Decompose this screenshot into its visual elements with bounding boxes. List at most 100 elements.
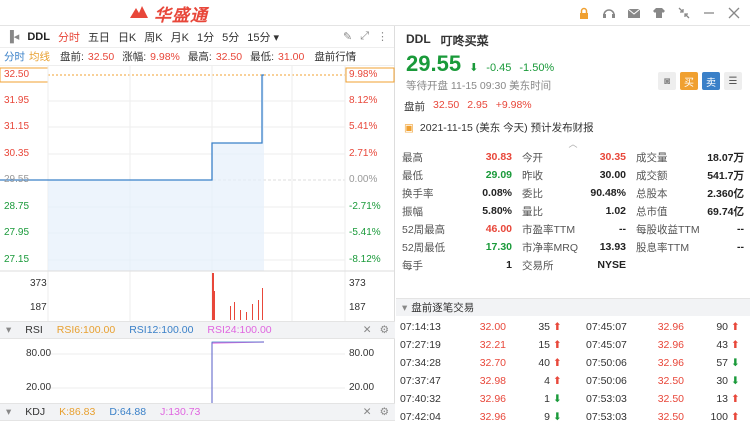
lock-icon[interactable] (576, 5, 592, 21)
price-change: -0.45 (486, 62, 512, 74)
premarket-quote-link[interactable]: 盘前行情 (314, 51, 357, 63)
kdj-settings-icon[interactable]: ⚙ (379, 406, 389, 418)
rsi-y-top: 80.00 (26, 348, 52, 359)
trade-volume: 30 (716, 375, 728, 387)
y-right-7: -8.12% (349, 254, 381, 265)
trade-time: 07:50:06 (586, 375, 627, 387)
stat-value: -- (737, 223, 744, 235)
kdj-k: K:86.83 (59, 406, 96, 418)
trades-header[interactable]: ▾ 盘前逐笔交易 (396, 298, 750, 316)
trade-price: 32.96 (479, 393, 506, 405)
stats-row: 振幅 5.80% 量比 1.02 总市值 69.74亿 (396, 202, 750, 220)
tab-5min[interactable]: 5分 (222, 31, 240, 44)
y-right-4: 0.00% (349, 174, 378, 185)
trade-price: 32.96 (657, 339, 684, 351)
arrow-up-icon: ⬆ (553, 357, 562, 369)
alert-icon[interactable]: ◙ (658, 72, 676, 90)
premarket-label: 盘前 (404, 101, 425, 113)
shirt-icon[interactable] (651, 5, 667, 21)
sidebar-toggle-icon[interactable]: ▐◂ (6, 31, 20, 43)
trade-time: 07:53:03 (586, 393, 627, 405)
mail-icon[interactable] (626, 5, 642, 21)
minimize-icon[interactable] (701, 5, 717, 21)
stat-value: 29.09 (485, 169, 512, 181)
tab-weekly[interactable]: 周K (144, 31, 163, 44)
stat-value: 0.08% (482, 187, 512, 199)
headset-icon[interactable] (601, 5, 617, 21)
arrow-up-icon: ⬆ (731, 411, 740, 423)
more-icon[interactable]: ⋮ (377, 31, 388, 43)
stat-label: 52周最低 (402, 241, 446, 254)
low-value: 31.00 (278, 50, 305, 63)
pre-label: 盘前: (60, 51, 84, 63)
y-left-4: 29.55 (4, 174, 30, 185)
info-tab-ma[interactable]: 均线 (29, 51, 50, 63)
stat-label: 委比 (522, 187, 543, 200)
last-price: 29.55 (406, 51, 462, 76)
earnings-event[interactable]: ▣ 2021-11-15 (美东 今天) 预计发布财报 (404, 120, 742, 135)
kdj-label[interactable]: KDJ (25, 406, 46, 418)
rsi-settings-icon[interactable]: ⚙ (379, 324, 389, 336)
kdj-collapse-icon[interactable]: ▾ (6, 406, 12, 418)
trade-price: 32.70 (479, 357, 506, 369)
trade-price: 32.50 (657, 375, 684, 387)
trade-volume: 43 (716, 339, 728, 351)
trade-time: 07:40:32 (400, 393, 441, 405)
tab-5day[interactable]: 五日 (87, 31, 110, 44)
sell-button[interactable]: 卖 (702, 72, 720, 90)
stat-label: 每股收益TTM (636, 223, 700, 236)
stat-value: 2.360亿 (707, 187, 744, 200)
y-right-6: -5.41% (349, 227, 381, 238)
trade-price: 32.50 (657, 411, 684, 423)
down-arrow-icon: ⬇ (469, 62, 479, 74)
stat-value: 30.00 (599, 169, 626, 181)
trades-title: 盘前逐笔交易 (411, 302, 475, 314)
trade-row: 07:42:04 32.96 9 ⬇ 07:53:03 32.50 100 ⬆ (396, 408, 750, 426)
trade-volume: 4 (544, 375, 550, 387)
tab-daily[interactable]: 日K (117, 31, 137, 44)
stat-label: 成交量 (636, 151, 668, 164)
trade-time: 07:37:47 (400, 375, 441, 387)
premarket-row: 盘前 32.50 2.95 +9.98% (396, 99, 750, 114)
info-tab-timeshare[interactable]: 分时 (4, 51, 25, 63)
stat-label: 今开 (522, 151, 543, 164)
trade-price: 32.21 (479, 339, 506, 351)
expand-icon[interactable]: ⤢ (360, 30, 369, 42)
low-label: 最低: (250, 51, 275, 63)
trade-price: 32.50 (657, 393, 684, 405)
rsi-close-icon[interactable]: ✕ (362, 324, 372, 336)
stat-value: 18.07万 (707, 151, 744, 164)
y-left-1: 31.95 (4, 95, 30, 106)
collapse-icon[interactable]: ▾ (402, 301, 408, 314)
close-icon[interactable] (726, 5, 742, 21)
logo-text: 华盛通 (154, 5, 208, 25)
y-left-9: 187 (30, 302, 47, 313)
kdj-d: D:64.88 (109, 406, 147, 418)
logo-icon (130, 6, 148, 18)
stats-row: 最低 29.09 昨收 30.00 成交额 541.7万 (396, 166, 750, 184)
stat-label: 成交额 (636, 169, 668, 182)
collapse-icon[interactable] (676, 5, 692, 21)
rsi-collapse-icon[interactable]: ▾ (6, 324, 12, 336)
chevron-up-icon[interactable]: ︿ (568, 139, 578, 149)
pencil-icon[interactable]: ✎ (342, 31, 353, 43)
arrow-up-icon: ⬆ (553, 339, 562, 351)
chart-panel: ▐◂ DDL 分时 五日 日K 周K 月K 1分 5分 15分 ▾ ✎ ⤢ ⋮ … (0, 26, 395, 421)
chart-info-bar: 分时 均线 盘前: 32.50 涨幅: 9.98% 最高: 32.50 最低: … (0, 48, 394, 66)
rsi-label[interactable]: RSI (25, 324, 43, 336)
tab-1min[interactable]: 1分 (196, 31, 215, 44)
tab-timeshare[interactable]: 分时 (57, 31, 80, 44)
y-left-5: 28.75 (4, 201, 30, 212)
tab-monthly[interactable]: 月K (170, 31, 189, 44)
buy-button[interactable]: 买 (680, 72, 698, 90)
trade-time: 07:27:19 (400, 339, 441, 351)
stat-label: 最低 (402, 169, 423, 182)
kdj-close-icon[interactable]: ✕ (362, 406, 372, 418)
menu-icon[interactable]: ☰ (724, 72, 742, 90)
premarket-price: 32.50 (433, 99, 460, 111)
stat-label: 换手率 (402, 187, 434, 200)
tab-15min[interactable]: 15分 ▾ (247, 31, 280, 44)
arrow-down-icon: ⬇ (553, 393, 562, 405)
trade-time: 07:34:28 (400, 357, 441, 369)
title-bar: 华盛通 (0, 0, 750, 26)
